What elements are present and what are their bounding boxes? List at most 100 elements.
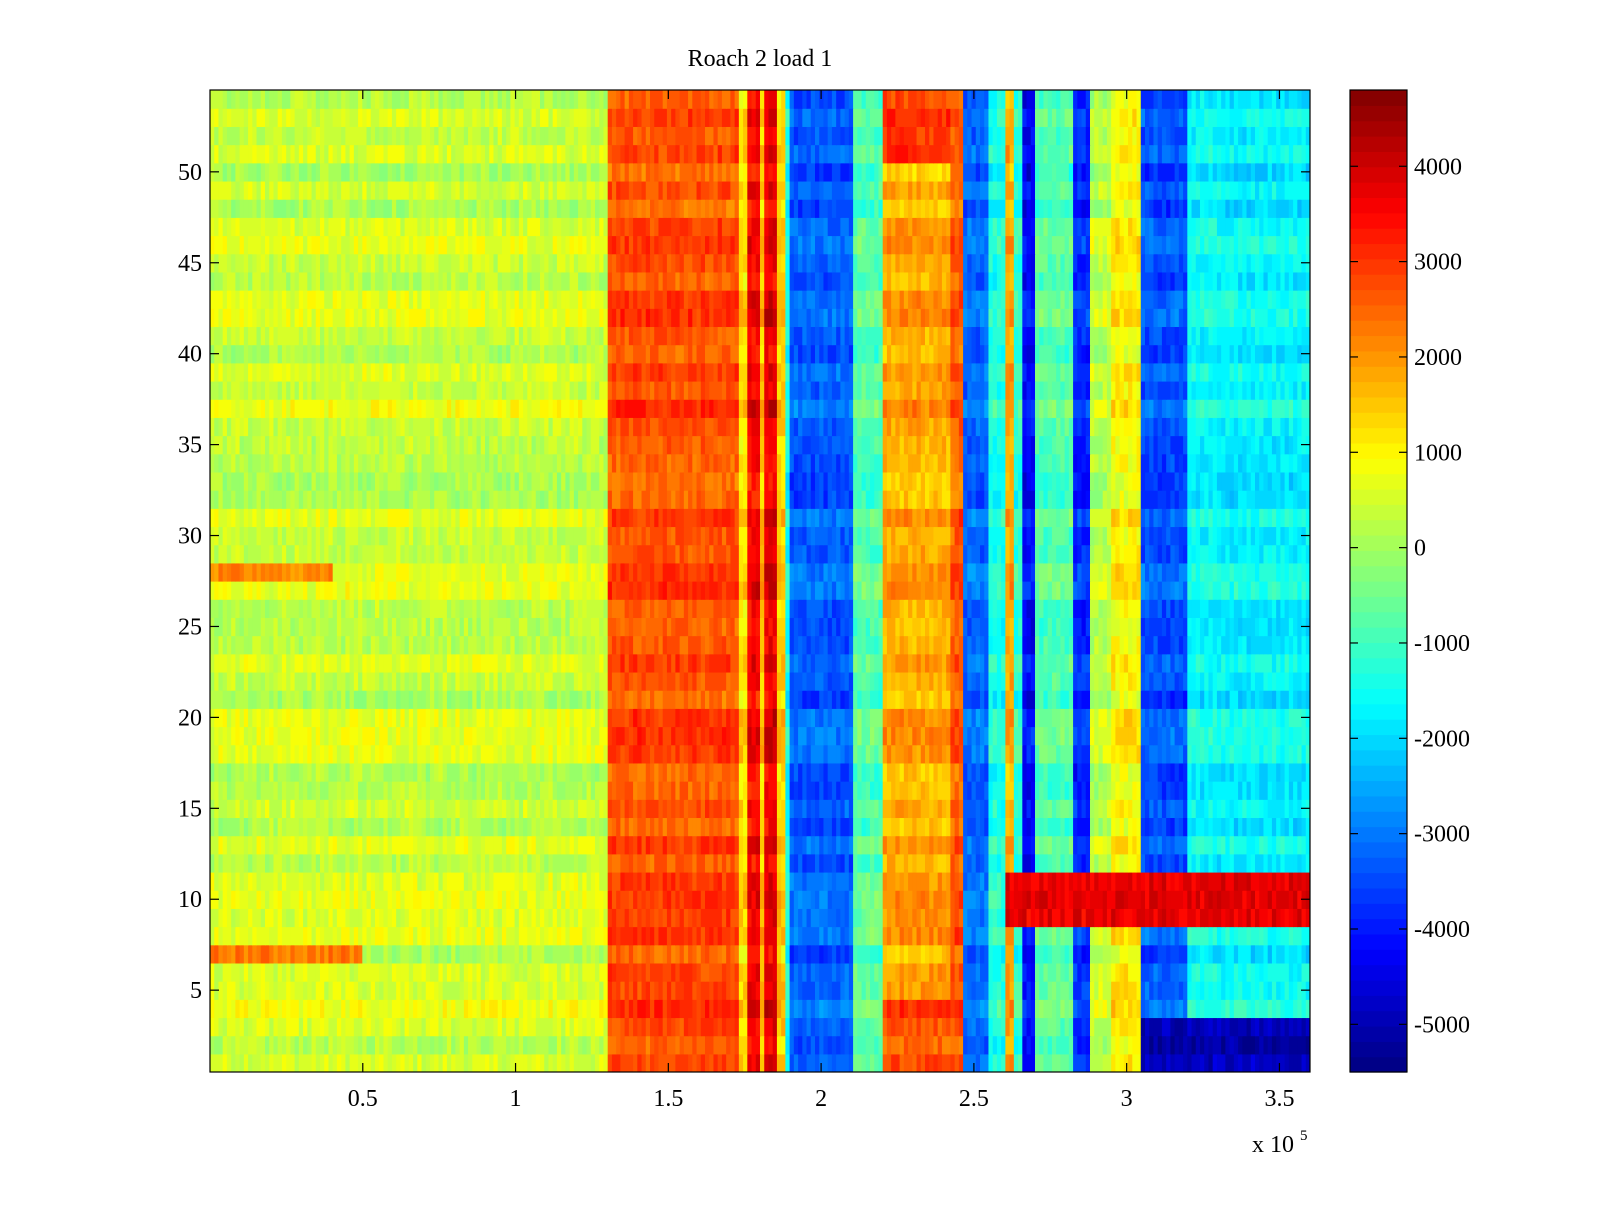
- heatmap-cell: [705, 1053, 710, 1072]
- heatmap-cell: [501, 1053, 507, 1072]
- heatmap-cell: [324, 999, 330, 1019]
- heatmap-cell: [277, 1053, 283, 1072]
- heatmap-cell: [320, 781, 325, 800]
- heatmap-cell: [747, 890, 753, 909]
- heatmap-cell: [696, 999, 702, 1019]
- heatmap-cell: [1200, 853, 1205, 873]
- heatmap-cell: [878, 871, 884, 891]
- heatmap-cell: [438, 708, 444, 728]
- heatmap-cell: [341, 999, 346, 1019]
- heatmap-cell: [1166, 781, 1171, 800]
- heatmap-cell: [836, 744, 841, 764]
- heatmap-cell: [996, 999, 1002, 1019]
- heatmap-cell: [1001, 926, 1006, 946]
- heatmap-cell: [336, 726, 342, 746]
- heatmap-cell: [396, 962, 401, 982]
- heatmap-cell: [1081, 944, 1087, 964]
- heatmap-cell: [755, 835, 761, 855]
- heatmap-cell: [946, 835, 951, 855]
- heatmap-cell: [810, 962, 816, 982]
- heatmap-cell: [231, 926, 236, 946]
- heatmap-cell: [556, 853, 562, 873]
- heatmap-cell: [1056, 908, 1061, 928]
- heatmap-cell: [349, 944, 355, 964]
- heatmap-cell: [353, 871, 359, 891]
- heatmap-cell: [1284, 817, 1290, 837]
- heatmap-cell: [781, 726, 786, 746]
- heatmap-cell: [1187, 762, 1193, 782]
- heatmap-cell: [1073, 817, 1078, 837]
- heatmap-cell: [980, 1053, 985, 1072]
- heatmap-cell: [747, 908, 753, 928]
- heatmap-cell: [692, 944, 698, 964]
- heatmap-cell: [1183, 835, 1188, 855]
- heatmap-cell: [815, 1017, 820, 1037]
- heatmap-cell: [975, 853, 981, 873]
- heatmap-cell: [446, 835, 452, 855]
- heatmap-cell: [408, 926, 414, 946]
- heatmap-cell: [438, 835, 444, 855]
- heatmap-cell: [544, 744, 550, 764]
- heatmap-cell: [214, 944, 220, 964]
- heatmap-cell: [785, 781, 791, 800]
- heatmap-cell: [1051, 762, 1057, 782]
- heatmap-cell: [874, 726, 880, 746]
- heatmap-cell: [831, 871, 837, 891]
- heatmap-cell: [628, 890, 634, 909]
- heatmap-cell: [1149, 981, 1155, 1000]
- heatmap-cell: [485, 835, 490, 855]
- heatmap-cell: [548, 799, 554, 819]
- heatmap-cell: [1090, 853, 1095, 873]
- heatmap-cell: [375, 962, 380, 982]
- heatmap-cell: [248, 781, 253, 800]
- heatmap-cell: [379, 908, 385, 928]
- heatmap-cell: [328, 1053, 334, 1072]
- heatmap-cell: [214, 817, 220, 837]
- heatmap-cell: [260, 1053, 266, 1072]
- heatmap-cell: [1221, 1053, 1226, 1072]
- heatmap-cell: [1098, 799, 1104, 819]
- heatmap-cell: [256, 962, 262, 982]
- heatmap-cell: [620, 1017, 626, 1037]
- heatmap-cell: [548, 744, 554, 764]
- heatmap-cell: [802, 781, 808, 800]
- heatmap-cell: [980, 871, 985, 891]
- heatmap-cell: [776, 908, 782, 928]
- heatmap-cell: [248, 981, 253, 1000]
- heatmap-cell: [793, 726, 799, 746]
- heatmap-cell: [1250, 799, 1256, 819]
- heatmap-cell: [324, 726, 330, 746]
- heatmap-cell: [425, 744, 431, 764]
- heatmap-cell: [578, 799, 583, 819]
- heatmap-cell: [531, 908, 537, 928]
- heatmap-cell: [954, 890, 960, 909]
- heatmap-cell: [1123, 835, 1129, 855]
- heatmap-cell: [235, 726, 241, 746]
- heatmap-cell: [222, 908, 228, 928]
- heatmap-cell: [243, 762, 249, 782]
- heatmap-cell: [535, 1017, 541, 1037]
- heatmap-cell: [430, 762, 435, 782]
- heatmap-cell: [599, 999, 605, 1019]
- heatmap-cell: [1170, 908, 1176, 928]
- heatmap-cell: [1174, 781, 1180, 800]
- heatmap-cell: [1119, 999, 1125, 1019]
- heatmap-cell: [865, 981, 871, 1000]
- heatmap-cell: [226, 1017, 232, 1037]
- heatmap-cell: [641, 981, 647, 1000]
- heatmap-cell: [1094, 1017, 1100, 1037]
- heatmap-cell: [1178, 762, 1184, 782]
- heatmap-cell: [1098, 781, 1104, 800]
- heatmap-cell: [582, 890, 588, 909]
- heatmap-cell: [1018, 908, 1023, 928]
- heatmap-cell: [1301, 908, 1307, 928]
- heatmap-cell: [819, 817, 825, 837]
- heatmap-cell: [599, 962, 605, 982]
- heatmap-cell: [916, 908, 922, 928]
- heatmap-cell: [1161, 999, 1167, 1019]
- heatmap-cell: [1077, 799, 1083, 819]
- heatmap-cell: [730, 799, 736, 819]
- heatmap-cell: [582, 781, 588, 800]
- heatmap-cell: [1246, 908, 1252, 928]
- heatmap-cell: [954, 744, 960, 764]
